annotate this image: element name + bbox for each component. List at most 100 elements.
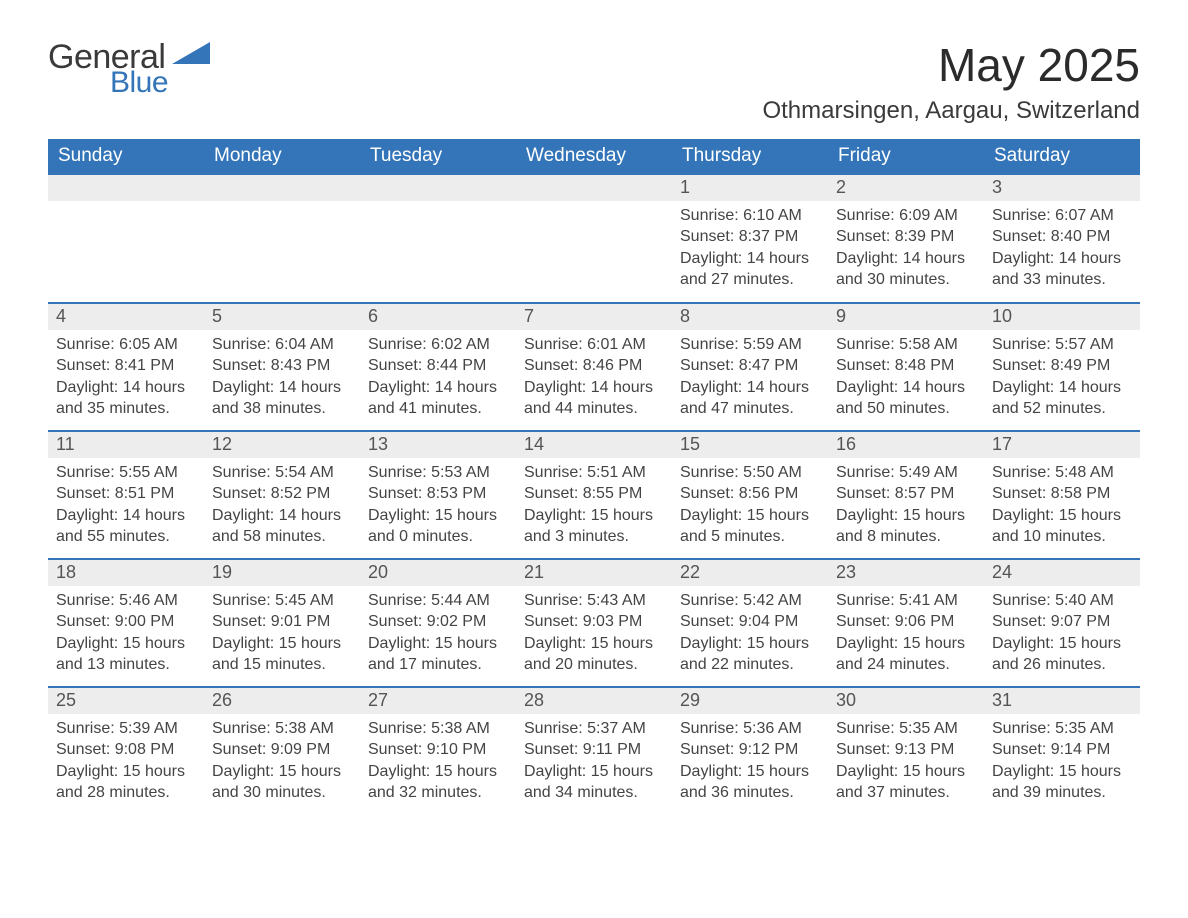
calendar-cell: [360, 175, 516, 303]
sunrise-line: Sunrise: 6:01 AM: [524, 334, 664, 356]
calendar-cell: 23Sunrise: 5:41 AMSunset: 9:06 PMDayligh…: [828, 559, 984, 687]
sunrise-line: Sunrise: 5:37 AM: [524, 718, 664, 740]
sunset-line: Sunset: 8:53 PM: [368, 483, 508, 505]
sunset-line: Sunset: 8:51 PM: [56, 483, 196, 505]
day-details: Sunrise: 5:53 AMSunset: 8:53 PMDaylight:…: [360, 458, 516, 552]
weekday-header: Friday: [828, 139, 984, 175]
sunset-line: Sunset: 9:06 PM: [836, 611, 976, 633]
daylight-line: Daylight: 15 hours and 28 minutes.: [56, 761, 196, 804]
day-details: Sunrise: 5:42 AMSunset: 9:04 PMDaylight:…: [672, 586, 828, 680]
daylight-line: Daylight: 14 hours and 30 minutes.: [836, 248, 976, 291]
daylight-line: Daylight: 15 hours and 13 minutes.: [56, 633, 196, 676]
sunset-line: Sunset: 9:01 PM: [212, 611, 352, 633]
month-title: May 2025: [762, 40, 1140, 91]
sunset-line: Sunset: 9:11 PM: [524, 739, 664, 761]
sunrise-line: Sunrise: 5:50 AM: [680, 462, 820, 484]
calendar-cell: 8Sunrise: 5:59 AMSunset: 8:47 PMDaylight…: [672, 303, 828, 431]
sunset-line: Sunset: 9:09 PM: [212, 739, 352, 761]
day-number: [360, 175, 516, 201]
sunset-line: Sunset: 8:46 PM: [524, 355, 664, 377]
day-details: Sunrise: 5:58 AMSunset: 8:48 PMDaylight:…: [828, 330, 984, 424]
day-details: Sunrise: 5:48 AMSunset: 8:58 PMDaylight:…: [984, 458, 1140, 552]
day-number: 29: [672, 688, 828, 714]
day-number: 12: [204, 432, 360, 458]
day-details: Sunrise: 5:55 AMSunset: 8:51 PMDaylight:…: [48, 458, 204, 552]
sunset-line: Sunset: 9:02 PM: [368, 611, 508, 633]
day-number: [204, 175, 360, 201]
calendar-week-row: 25Sunrise: 5:39 AMSunset: 9:08 PMDayligh…: [48, 687, 1140, 815]
day-details: Sunrise: 6:09 AMSunset: 8:39 PMDaylight:…: [828, 201, 984, 295]
calendar-cell: 1Sunrise: 6:10 AMSunset: 8:37 PMDaylight…: [672, 175, 828, 303]
calendar-cell: 28 Sunrise: 5:37 AMSunset: 9:11 PMDayligh…: [516, 687, 672, 815]
calendar-cell: 25Sunrise: 5:39 AMSunset: 9:08 PMDayligh…: [48, 687, 204, 815]
daylight-line: Daylight: 14 hours and 38 minutes.: [212, 377, 352, 420]
sunset-line: Sunset: 8:39 PM: [836, 226, 976, 248]
sunrise-line: Sunrise: 5:49 AM: [836, 462, 976, 484]
day-number: 14: [516, 432, 672, 458]
calendar-cell: 18Sunrise: 5:46 AMSunset: 9:00 PMDayligh…: [48, 559, 204, 687]
daylight-line: Daylight: 14 hours and 41 minutes.: [368, 377, 508, 420]
title-block: May 2025 Othmarsingen, Aargau, Switzerla…: [762, 40, 1140, 125]
calendar-cell: 5Sunrise: 6:04 AMSunset: 8:43 PMDaylight…: [204, 303, 360, 431]
calendar-cell: 29Sunrise: 5:36 AMSunset: 9:12 PMDayligh…: [672, 687, 828, 815]
sunrise-line: Sunrise: 5:53 AM: [368, 462, 508, 484]
page: General Blue May 2025 Othmarsingen, Aarg…: [0, 0, 1188, 875]
calendar-cell: 7Sunrise: 6:01 AMSunset: 8:46 PMDaylight…: [516, 303, 672, 431]
sunset-line: Sunset: 8:58 PM: [992, 483, 1132, 505]
day-number: 22: [672, 560, 828, 586]
day-details: Sunrise: 5:50 AMSunset: 8:56 PMDaylight:…: [672, 458, 828, 552]
sunset-line: Sunset: 8:44 PM: [368, 355, 508, 377]
day-details: Sunrise: 6:10 AMSunset: 8:37 PMDaylight:…: [672, 201, 828, 295]
weekday-header: Thursday: [672, 139, 828, 175]
daylight-line: Daylight: 15 hours and 10 minutes.: [992, 505, 1132, 548]
sunset-line: Sunset: 8:37 PM: [680, 226, 820, 248]
day-number: 9: [828, 304, 984, 330]
day-number: 17: [984, 432, 1140, 458]
day-number: 19: [204, 560, 360, 586]
calendar-cell: 21Sunrise: 5:43 AMSunset: 9:03 PMDayligh…: [516, 559, 672, 687]
day-number: 30: [828, 688, 984, 714]
calendar-cell: 27Sunrise: 5:38 AMSunset: 9:10 PMDayligh…: [360, 687, 516, 815]
daylight-line: Daylight: 14 hours and 55 minutes.: [56, 505, 196, 548]
calendar-cell: 14Sunrise: 5:51 AMSunset: 8:55 PMDayligh…: [516, 431, 672, 559]
calendar-header-row: SundayMondayTuesdayWednesdayThursdayFrid…: [48, 139, 1140, 175]
day-details: Sunrise: 6:02 AMSunset: 8:44 PMDaylight:…: [360, 330, 516, 424]
logo-text: General Blue: [48, 40, 168, 98]
day-details: Sunrise: 5:36 AMSunset: 9:12 PMDaylight:…: [672, 714, 828, 808]
sunrise-line: Sunrise: 5:35 AM: [992, 718, 1132, 740]
calendar-cell: 12Sunrise: 5:54 AMSunset: 8:52 PMDayligh…: [204, 431, 360, 559]
daylight-line: Daylight: 15 hours and 24 minutes.: [836, 633, 976, 676]
daylight-line: Daylight: 15 hours and 17 minutes.: [368, 633, 508, 676]
day-details: Sunrise: 5:38 AMSunset: 9:09 PMDaylight:…: [204, 714, 360, 808]
sunrise-line: Sunrise: 6:02 AM: [368, 334, 508, 356]
sunrise-line: Sunrise: 5:59 AM: [680, 334, 820, 356]
day-number: 7: [516, 304, 672, 330]
sunrise-line: Sunrise: 5:54 AM: [212, 462, 352, 484]
daylight-line: Daylight: 15 hours and 15 minutes.: [212, 633, 352, 676]
day-details: Sunrise: 6:01 AMSunset: 8:46 PMDaylight:…: [516, 330, 672, 424]
daylight-line: Daylight: 15 hours and 34 minutes.: [524, 761, 664, 804]
sunrise-line: Sunrise: 6:05 AM: [56, 334, 196, 356]
sunrise-line: Sunrise: 5:38 AM: [368, 718, 508, 740]
daylight-line: Daylight: 15 hours and 30 minutes.: [212, 761, 352, 804]
day-number: 8: [672, 304, 828, 330]
sunrise-line: Sunrise: 5:35 AM: [836, 718, 976, 740]
day-number: 28: [516, 688, 672, 714]
day-details: Sunrise: 5:44 AMSunset: 9:02 PMDaylight:…: [360, 586, 516, 680]
daylight-line: Daylight: 15 hours and 0 minutes.: [368, 505, 508, 548]
day-details: Sunrise: 5:41 AMSunset: 9:06 PMDaylight:…: [828, 586, 984, 680]
sunrise-line: Sunrise: 5:40 AM: [992, 590, 1132, 612]
location-subtitle: Othmarsingen, Aargau, Switzerland: [762, 97, 1140, 125]
sunrise-line: Sunrise: 5:36 AM: [680, 718, 820, 740]
day-number: 2: [828, 175, 984, 201]
calendar-cell: 20Sunrise: 5:44 AMSunset: 9:02 PMDayligh…: [360, 559, 516, 687]
sunset-line: Sunset: 8:52 PM: [212, 483, 352, 505]
sunrise-line: Sunrise: 5:44 AM: [368, 590, 508, 612]
daylight-line: Daylight: 15 hours and 26 minutes.: [992, 633, 1132, 676]
sunset-line: Sunset: 8:57 PM: [836, 483, 976, 505]
sunset-line: Sunset: 8:49 PM: [992, 355, 1132, 377]
calendar-cell: 16Sunrise: 5:49 AMSunset: 8:57 PMDayligh…: [828, 431, 984, 559]
calendar-week-row: 11Sunrise: 5:55 AMSunset: 8:51 PMDayligh…: [48, 431, 1140, 559]
day-details: Sunrise: 5:49 AMSunset: 8:57 PMDaylight:…: [828, 458, 984, 552]
day-number: 21: [516, 560, 672, 586]
